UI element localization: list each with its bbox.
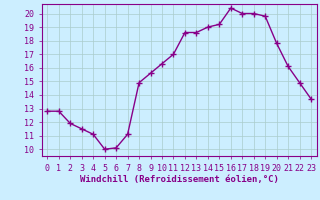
X-axis label: Windchill (Refroidissement éolien,°C): Windchill (Refroidissement éolien,°C) bbox=[80, 175, 279, 184]
